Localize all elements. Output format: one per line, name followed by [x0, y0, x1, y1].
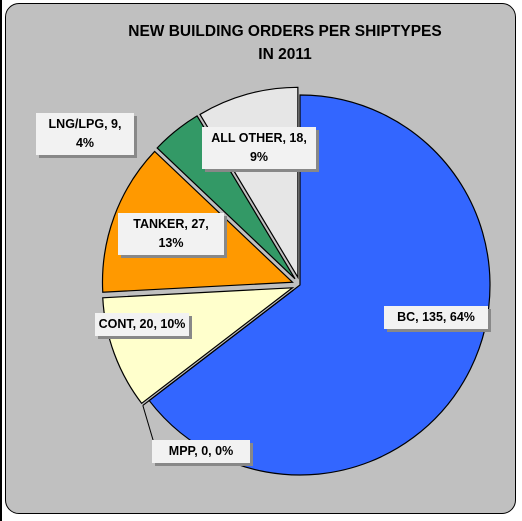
data-label: MPP, 0, 0%: [152, 440, 250, 463]
pie-slice: [142, 289, 295, 406]
pie-slice: [156, 115, 296, 280]
border-line: [0, 0, 2, 521]
pie-slice: [148, 94, 491, 476]
data-label: CONT, 20, 10%: [95, 313, 189, 336]
data-label: LNG/LPG, 9, 4%: [36, 113, 134, 155]
chart-title: NEW BUILDING ORDERS PER SHIPTYPES IN 201…: [128, 23, 442, 63]
data-label: BC, 135, 64%: [384, 306, 488, 329]
data-label: ALL OTHER, 18, 9%: [202, 127, 316, 169]
data-label: TANKER, 27, 13%: [118, 213, 224, 255]
